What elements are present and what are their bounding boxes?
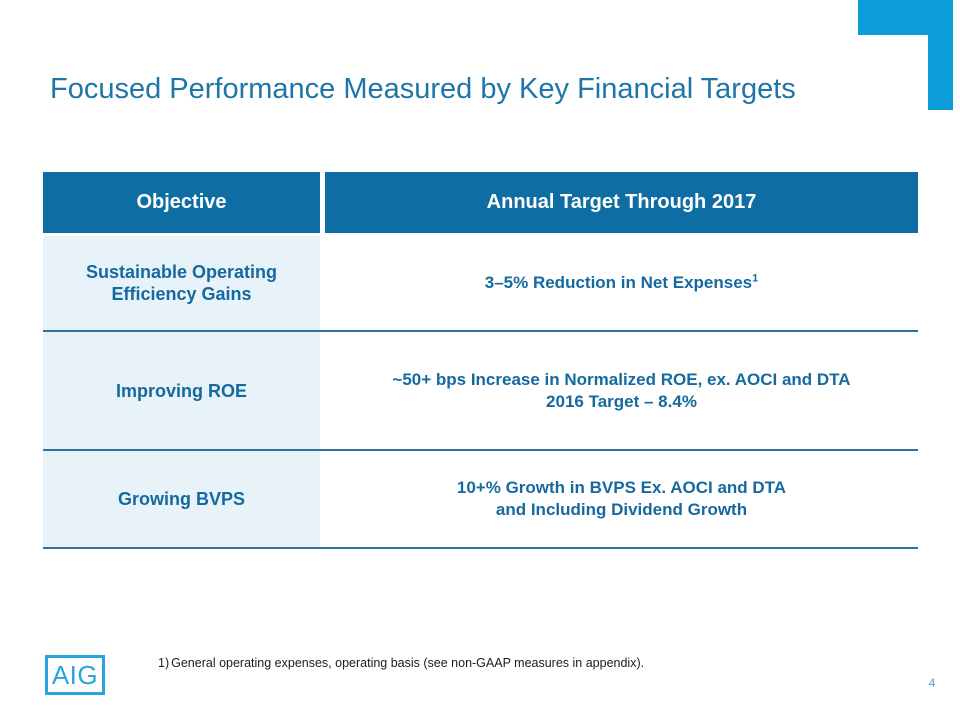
- corner-accent-vertical-bar: [928, 0, 953, 110]
- table-row-target-cell: 10+% Growth in BVPS Ex. AOCI and DTA and…: [325, 451, 918, 547]
- table-header-objective: Objective: [43, 172, 320, 233]
- footnote-text: General operating expenses, operating ba…: [171, 656, 645, 670]
- target-text: ~50+ bps Increase in Normalized ROE, ex.…: [392, 369, 851, 389]
- table-row-objective-cell: Growing BVPS: [117, 489, 245, 509]
- target-text-line2: and Including Dividend Growth: [495, 500, 748, 519]
- table-row-target-cell: 3–5% Reduction in Net Expenses1: [325, 236, 918, 330]
- objective-column-background: [43, 236, 320, 549]
- footnote: 1) General operating expenses, operating …: [158, 656, 644, 670]
- aig-logo: AIG: [45, 655, 105, 695]
- table-row-objective-cell: Sustainable Operating Efficiency Gains: [85, 262, 278, 304]
- table-row-target-cell: ~50+ bps Increase in Normalized ROE, ex.…: [325, 332, 918, 449]
- footnote-marker: 1: [752, 272, 759, 285]
- row-divider: [43, 449, 918, 451]
- row-divider: [43, 547, 918, 549]
- target-text-line2: 2016 Target – 8.4%: [546, 391, 697, 411]
- page-number: 4: [928, 676, 936, 690]
- target-text: 3–5% Reduction in Net Expenses1: [484, 272, 759, 292]
- slide-title: Focused Performance Measured by Key Fina…: [50, 73, 796, 105]
- target-text: 10+% Growth in BVPS Ex. AOCI and DTA: [456, 478, 787, 497]
- row-divider: [43, 330, 918, 332]
- table-header-target: Annual Target Through 2017: [325, 172, 918, 233]
- table-row-objective-cell: Improving ROE: [115, 380, 247, 401]
- footnote-number: 1): [158, 656, 170, 670]
